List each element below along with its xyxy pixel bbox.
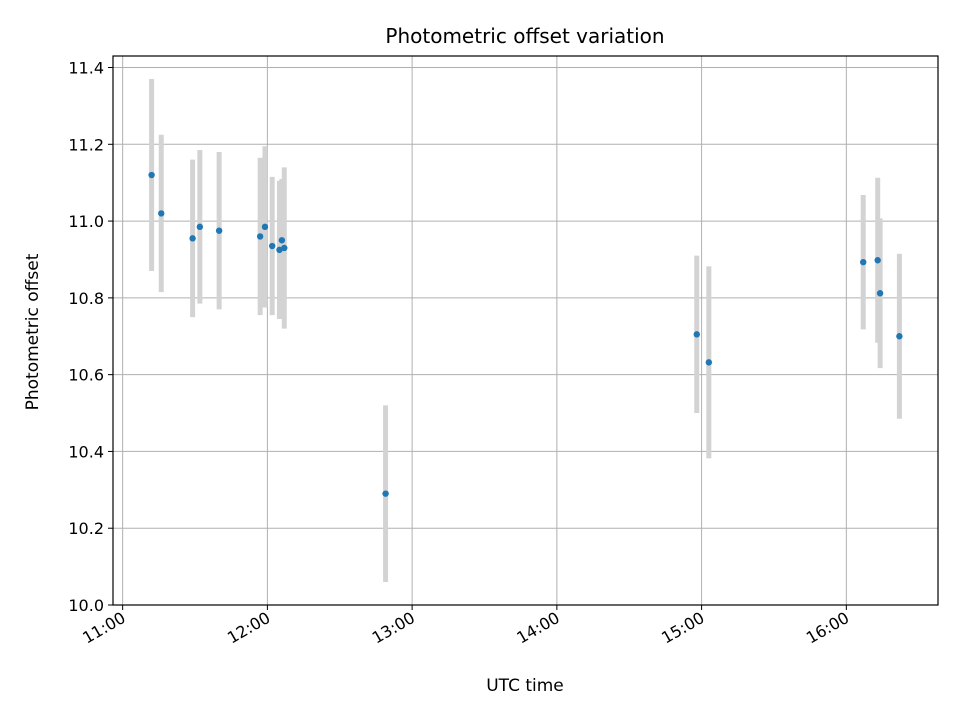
data-point xyxy=(705,359,713,366)
y-tick-label: 11.2 xyxy=(68,135,104,154)
y-axis-label: Photometric offset xyxy=(23,253,43,410)
data-point xyxy=(874,257,881,264)
y-tick-label: 10.0 xyxy=(68,596,104,615)
data-point xyxy=(269,242,276,250)
data-point xyxy=(196,223,204,231)
x-axis-label: UTC time xyxy=(486,676,564,696)
data-point xyxy=(256,233,264,240)
data-point xyxy=(281,244,288,252)
data-point xyxy=(382,490,389,497)
y-axis-ticks: 10.0 10.2 10.4 10.6 10.8 11.0 11.2 11.4 xyxy=(68,59,113,615)
data-point xyxy=(693,331,700,338)
grid xyxy=(113,56,938,606)
data-point xyxy=(860,258,867,266)
y-tick-label: 10.6 xyxy=(68,366,104,385)
y-tick-label: 10.8 xyxy=(68,289,104,308)
data-point xyxy=(158,210,165,217)
data-points xyxy=(148,171,903,497)
y-tick-label: 10.2 xyxy=(68,519,104,538)
data-point xyxy=(189,235,196,242)
data-point xyxy=(276,246,283,254)
data-point xyxy=(896,333,903,340)
data-point xyxy=(148,171,155,179)
data-point xyxy=(215,227,223,234)
chart-title: Photometric offset variation xyxy=(385,24,664,48)
y-tick-label: 11.0 xyxy=(68,212,104,231)
plot-frame xyxy=(112,55,939,606)
y-tick-label: 11.4 xyxy=(68,59,104,78)
data-point xyxy=(261,223,269,231)
data-point xyxy=(278,237,286,244)
y-tick-label: 10.4 xyxy=(68,442,104,461)
data-point xyxy=(876,290,884,297)
